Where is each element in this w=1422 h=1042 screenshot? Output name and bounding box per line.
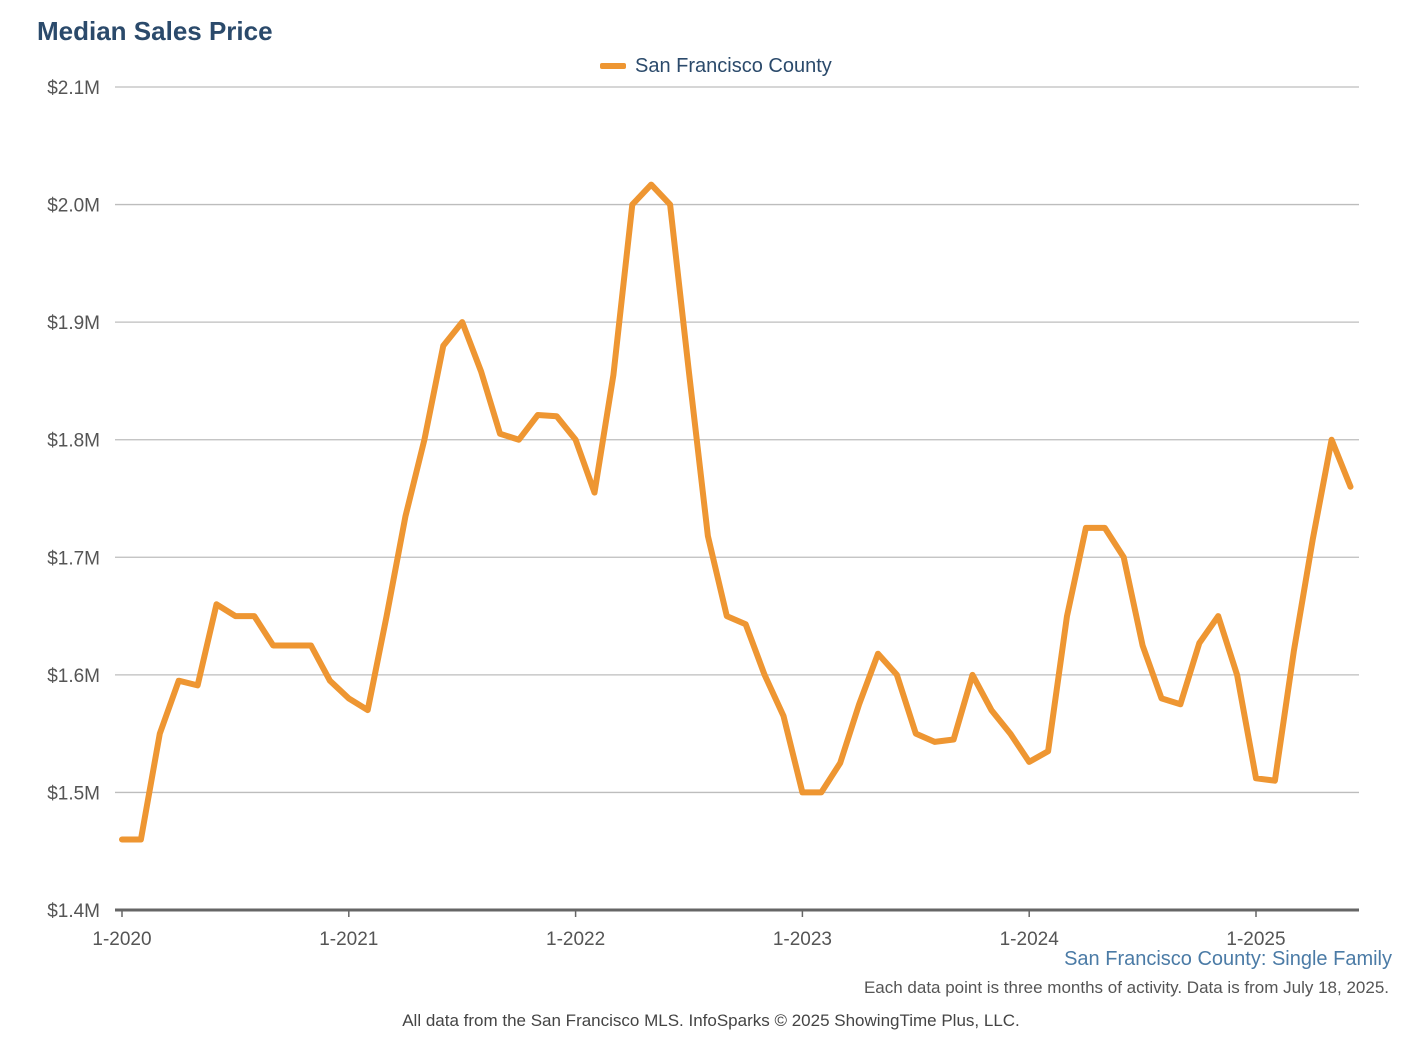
y-tick-label: $2.0M xyxy=(47,196,100,217)
y-tick-label: $1.8M xyxy=(47,431,100,452)
series-line-san-francisco-county xyxy=(119,181,1354,843)
y-tick-label: $1.7M xyxy=(47,548,100,569)
chart-title: Median Sales Price xyxy=(37,16,273,46)
x-tick-label: 1-2024 xyxy=(1000,929,1060,950)
x-tick-label: 1-2020 xyxy=(92,929,151,950)
legend-swatch-san-francisco-county xyxy=(600,63,626,69)
y-tick-label: $1.5M xyxy=(47,783,100,804)
y-tick-label: $2.1M xyxy=(47,78,100,99)
legend: San Francisco County xyxy=(600,54,832,78)
footer-note: Each data point is three months of activ… xyxy=(863,978,1389,997)
footer-credit: All data from the San Francisco MLS. Inf… xyxy=(402,1011,1020,1030)
x-tick-label: 1-2023 xyxy=(773,929,832,950)
x-tick-label: 1-2021 xyxy=(319,929,378,950)
y-tick-label: $1.9M xyxy=(47,313,100,334)
y-tick-label: $1.4M xyxy=(47,901,100,922)
footer-series-label: San Francisco County: Single Family xyxy=(1064,948,1392,970)
x-tick-label: 1-2025 xyxy=(1226,929,1285,950)
y-tick-label: $1.6M xyxy=(47,666,100,687)
legend-label-san-francisco-county: San Francisco County xyxy=(635,54,832,77)
x-tick-label: 1-2022 xyxy=(546,929,605,950)
